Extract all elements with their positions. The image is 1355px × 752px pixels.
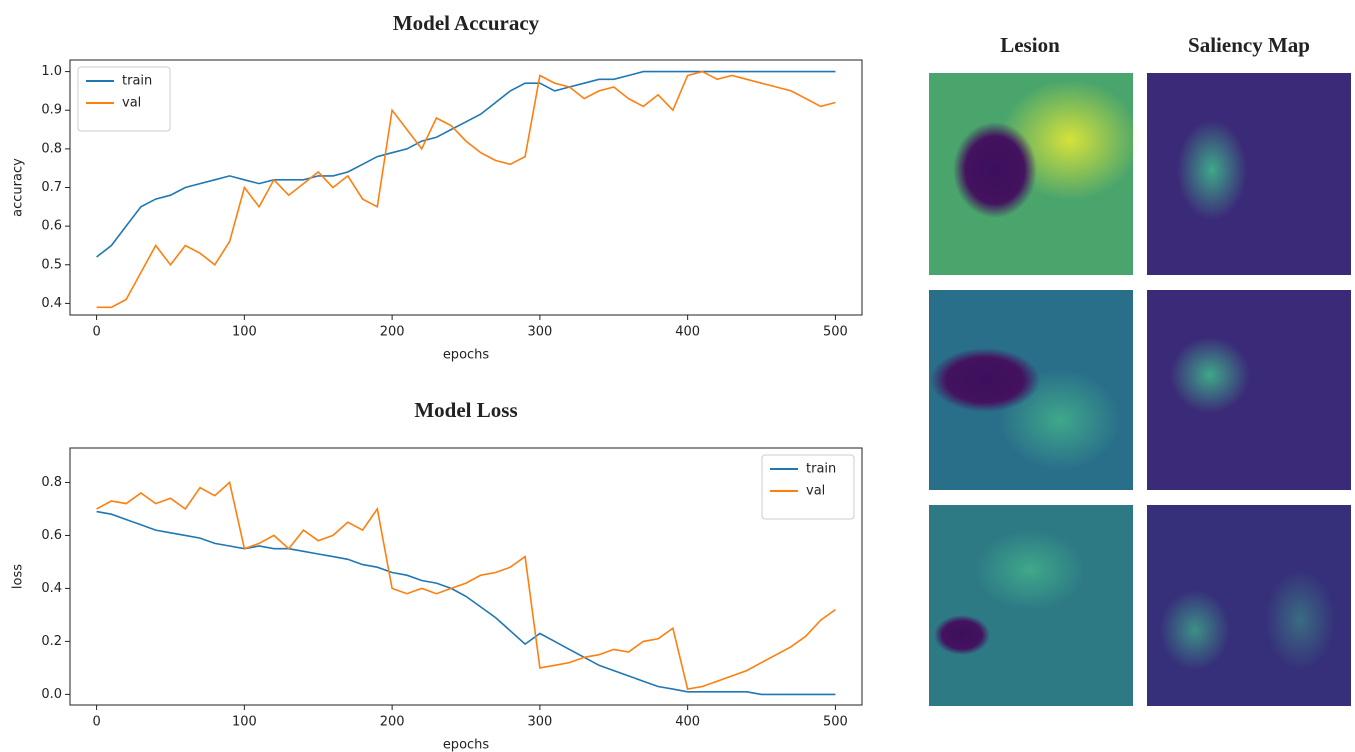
y-tick-label: 0.6 [41, 219, 62, 234]
series-line [96, 70, 836, 258]
series-line [96, 70, 836, 309]
y-axis-label: accuracy [11, 158, 26, 217]
x-tick-label: 500 [823, 715, 848, 730]
y-tick-label: 0.5 [41, 257, 62, 272]
y-axis-label: loss [11, 564, 26, 589]
x-tick-label: 0 [92, 715, 100, 730]
series-line [96, 510, 836, 696]
y-tick-label: 0.7 [41, 180, 62, 195]
x-tick-label: 400 [675, 325, 700, 340]
x-tick-label: 200 [380, 325, 405, 340]
y-tick-label: 0.6 [41, 528, 62, 543]
x-tick-label: 100 [232, 325, 257, 340]
chart-title: Model Loss [414, 398, 517, 422]
y-tick-label: 0.4 [41, 581, 62, 596]
y-tick-label: 0.8 [41, 141, 62, 156]
x-tick-label: 300 [527, 325, 552, 340]
column-header: Lesion [1000, 33, 1060, 57]
legend-label: val [806, 484, 825, 499]
y-tick-label: 0.0 [41, 687, 62, 702]
y-tick-label: 0.4 [41, 296, 62, 311]
saliency-images [1147, 73, 1351, 706]
x-axis-label: epochs [443, 348, 490, 363]
x-tick-label: 100 [232, 715, 257, 730]
x-tick-label: 300 [527, 715, 552, 730]
plot-frame [69, 59, 863, 316]
y-tick-label: 1.0 [41, 64, 62, 79]
plot-frame [69, 447, 863, 706]
legend-box [761, 454, 855, 520]
legend-label: train [806, 462, 836, 477]
x-tick-label: 0 [92, 325, 100, 340]
x-axis-label: epochs [443, 738, 490, 752]
series-line [96, 480, 836, 691]
legend-label: train [122, 74, 152, 89]
x-tick-label: 500 [823, 325, 848, 340]
x-tick-label: 400 [675, 715, 700, 730]
x-tick-label: 200 [380, 715, 405, 730]
y-tick-label: 0.9 [41, 103, 62, 118]
lesion-images [929, 73, 1140, 706]
chart-title: Model Accuracy [393, 11, 540, 35]
legend-box [77, 66, 171, 132]
y-tick-label: 0.8 [41, 475, 62, 490]
y-tick-label: 0.2 [41, 634, 62, 649]
legend-label: val [122, 96, 141, 111]
column-header: Saliency Map [1188, 33, 1310, 57]
